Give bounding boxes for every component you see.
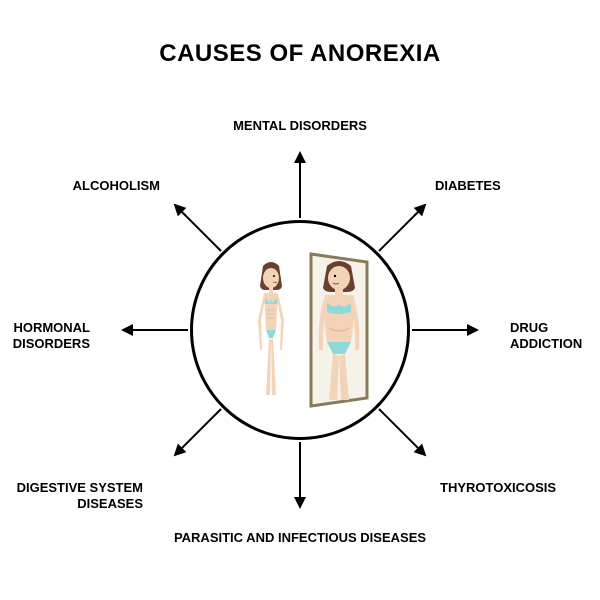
cause-label: DIABETES — [435, 178, 595, 194]
cause-label: DRUG ADDICTION — [510, 320, 600, 351]
cause-label: ALCOHOLISM — [0, 178, 160, 194]
cause-label: DIGESTIVE SYSTEM DISEASES — [0, 480, 143, 511]
cause-label: PARASITIC AND INFECTIOUS DISEASES — [150, 530, 450, 546]
thin-figure-illustration — [248, 260, 294, 400]
diagram-container: MENTAL DISORDERS DIABETES DRUG ADDICTION TH… — [0, 0, 600, 600]
center-circle — [190, 220, 410, 440]
mirror-illustration — [305, 250, 375, 408]
cause-label: THYROTOXICOSIS — [440, 480, 600, 496]
cause-label: MENTAL DISORDERS — [150, 118, 450, 134]
cause-label: HORMONAL DISORDERS — [0, 320, 90, 351]
